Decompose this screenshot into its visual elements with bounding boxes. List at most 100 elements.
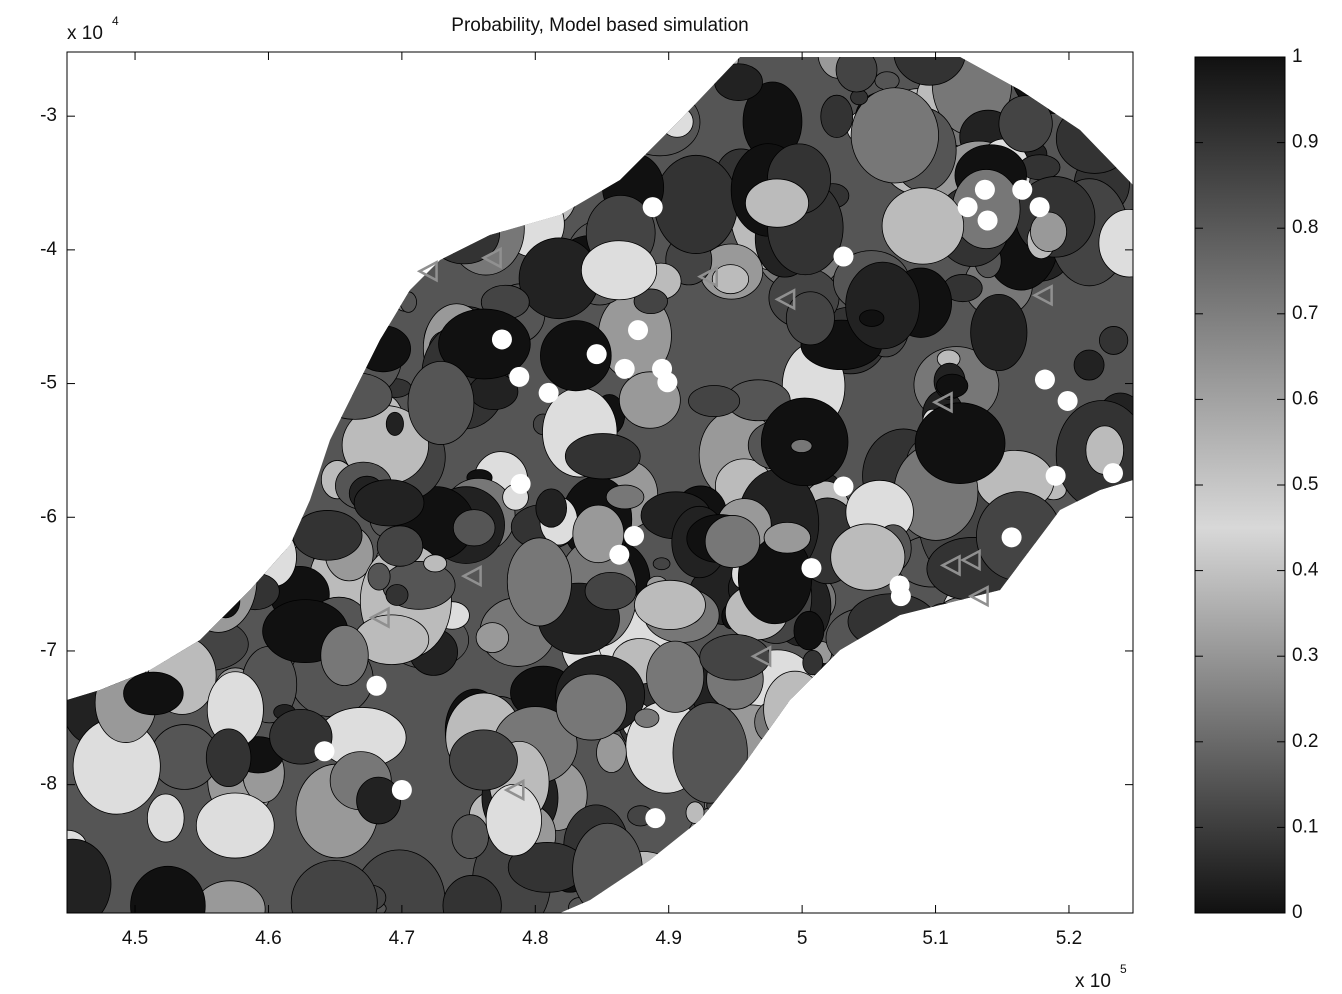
- contour-blob: [685, 801, 705, 824]
- contour-blob: [634, 579, 706, 630]
- y-tick-label: -3: [40, 105, 57, 126]
- sample-point: [491, 329, 512, 350]
- sample-point: [391, 780, 412, 800]
- x-tick-label: 5.2: [1056, 928, 1082, 949]
- contour-blob: [785, 291, 835, 346]
- contour-blob: [555, 673, 627, 741]
- contour-blob: [580, 240, 658, 301]
- contour-blob: [485, 783, 542, 857]
- sample-point: [977, 210, 998, 231]
- contour-blob: [830, 523, 906, 591]
- sample-triangle: [931, 391, 953, 414]
- sample-triangle: [967, 585, 989, 608]
- sample-triangle: [1031, 284, 1053, 307]
- contour-blob: [1098, 208, 1133, 278]
- contour-blob: [535, 488, 567, 528]
- contour-blob: [688, 385, 741, 417]
- sample-point: [366, 675, 387, 696]
- y-multiplier-exp: 4: [112, 14, 119, 28]
- contour-blob: [423, 554, 448, 573]
- colorbar-tick-label: 0.9: [1292, 132, 1318, 153]
- contour-blob: [475, 622, 510, 653]
- contour-blob: [540, 320, 612, 392]
- contour-blob: [67, 838, 112, 913]
- sample-triangle: [480, 246, 502, 269]
- contour-blob: [745, 178, 809, 228]
- y-tick-label: -5: [40, 373, 57, 394]
- contour-blob: [438, 308, 531, 380]
- x-tick-label: 5.1: [922, 928, 948, 949]
- colorbar-tick-label: 0.7: [1292, 303, 1318, 324]
- contour-blob: [763, 521, 811, 554]
- contour-blob: [506, 537, 572, 627]
- x-tick-label: 4.5: [122, 928, 148, 949]
- contour-blob: [564, 433, 641, 480]
- contour-blob: [820, 94, 854, 138]
- y-tick-label: -7: [40, 640, 57, 661]
- contour-blob: [970, 294, 1028, 371]
- contour-blob: [1030, 211, 1068, 252]
- sample-triangle: [697, 265, 718, 288]
- sample-triangle: [503, 778, 525, 802]
- sample-point: [1102, 463, 1123, 484]
- x-multiplier: x 10: [1075, 971, 1111, 992]
- sample-point: [1029, 197, 1050, 218]
- sample-triangle: [368, 606, 390, 629]
- contour-blob: [584, 571, 637, 611]
- sample-point: [509, 366, 530, 387]
- contour-blob: [356, 776, 402, 825]
- contour-blob: [998, 95, 1053, 153]
- contour-blob: [605, 484, 645, 510]
- contour-blob: [205, 728, 252, 788]
- contour-blob: [290, 859, 378, 913]
- sample-point: [538, 382, 559, 403]
- contour-blob: [646, 640, 705, 713]
- sample-point: [1057, 390, 1078, 411]
- contour-blob: [699, 634, 771, 681]
- sample-point: [833, 476, 854, 497]
- contour-blob: [195, 792, 275, 859]
- contour-blob: [292, 510, 363, 561]
- contour-blob: [449, 729, 518, 791]
- sample-point: [624, 525, 645, 546]
- sample-point: [890, 586, 911, 607]
- contour-blob: [385, 411, 404, 436]
- sample-point: [314, 741, 335, 762]
- contour-blob: [572, 504, 625, 564]
- contour-blob: [672, 702, 748, 804]
- contour-blob: [881, 187, 965, 265]
- contour-blob: [704, 515, 761, 569]
- colorbar-tick-label: 0.5: [1292, 474, 1318, 495]
- contour-blob: [793, 610, 825, 651]
- colorbar-tick-label: 1: [1292, 46, 1303, 67]
- contour-blob: [914, 402, 1006, 485]
- x-tick-label: 4.8: [522, 928, 548, 949]
- contour-blob: [845, 261, 920, 350]
- contour-blob: [790, 439, 813, 453]
- colorbar-tick-label: 0.6: [1292, 388, 1318, 409]
- contour-blob: [711, 264, 750, 295]
- contour-blob: [442, 875, 502, 913]
- sample-point: [801, 558, 822, 579]
- contour-blob: [1098, 326, 1129, 355]
- contour-blob: [652, 557, 671, 571]
- contour-blob: [859, 309, 885, 327]
- contour-blob: [376, 525, 424, 567]
- contour-blob: [850, 87, 939, 184]
- contour-blob: [874, 71, 900, 91]
- sample-point: [510, 473, 531, 494]
- sample-triangle: [959, 548, 981, 572]
- colorbar: [1194, 56, 1286, 914]
- contour-blob: [146, 793, 185, 843]
- contour-blob: [633, 288, 668, 315]
- sample-point: [609, 544, 630, 565]
- chart-title: Probability, Model based simulation: [451, 15, 748, 36]
- sample-point: [1012, 179, 1033, 200]
- sample-point: [1001, 527, 1022, 548]
- y-tick-label: -6: [40, 506, 57, 527]
- contour-blob: [835, 57, 878, 93]
- colorbar-tick-label: 0.4: [1292, 560, 1319, 581]
- sample-point: [833, 246, 854, 267]
- sample-point: [628, 320, 649, 341]
